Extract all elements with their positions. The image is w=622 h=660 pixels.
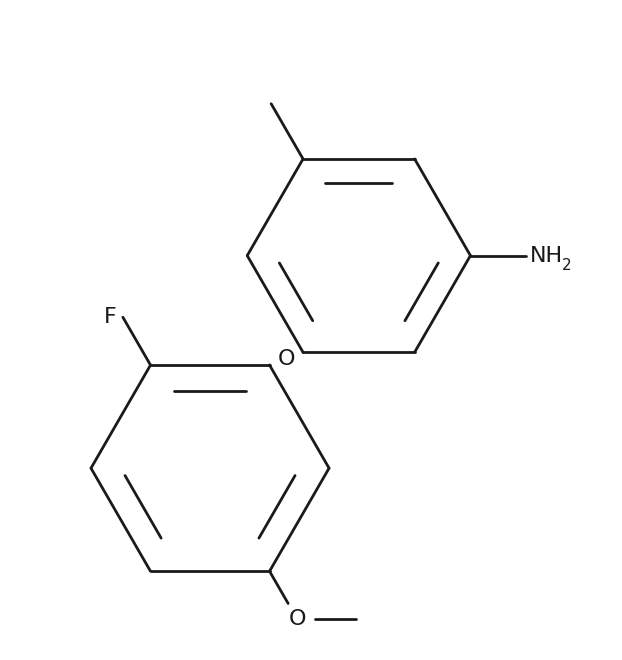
Text: F: F xyxy=(104,307,116,327)
Text: O: O xyxy=(277,348,295,369)
Text: NH: NH xyxy=(530,246,563,265)
Text: O: O xyxy=(289,609,306,629)
Text: 2: 2 xyxy=(562,257,572,273)
